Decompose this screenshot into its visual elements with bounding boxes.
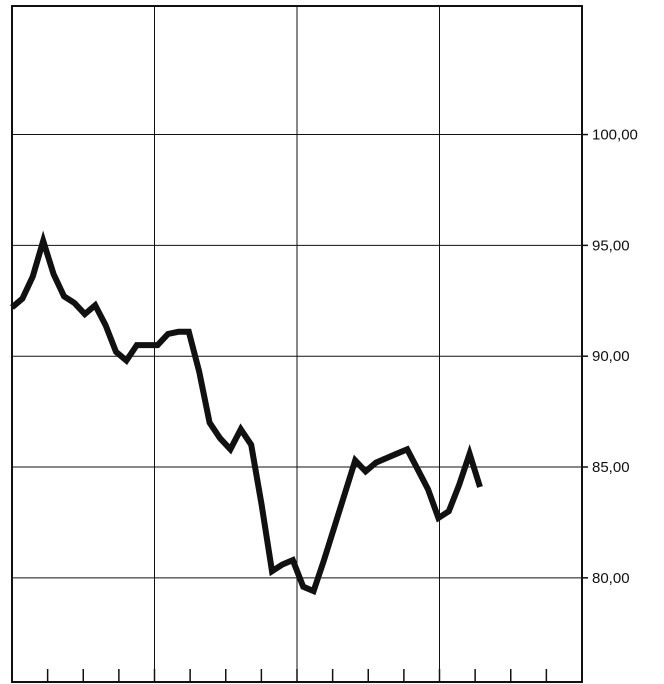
plot-frame bbox=[11, 5, 583, 683]
x-minor-ticks bbox=[46, 669, 548, 682]
y-tick-label: 90,00 bbox=[592, 348, 630, 365]
y-tick-label: 100,00 bbox=[592, 127, 638, 144]
y-axis: 80,00 85,00 90,00 95,00 100,00 bbox=[582, 127, 638, 587]
y-tick-label: 95,00 bbox=[592, 237, 630, 254]
y-tick-label: 80,00 bbox=[592, 570, 630, 587]
grid bbox=[12, 6, 582, 682]
series-line bbox=[10, 230, 483, 596]
y-tick-label: 85,00 bbox=[592, 459, 630, 476]
series-layer bbox=[10, 230, 483, 596]
